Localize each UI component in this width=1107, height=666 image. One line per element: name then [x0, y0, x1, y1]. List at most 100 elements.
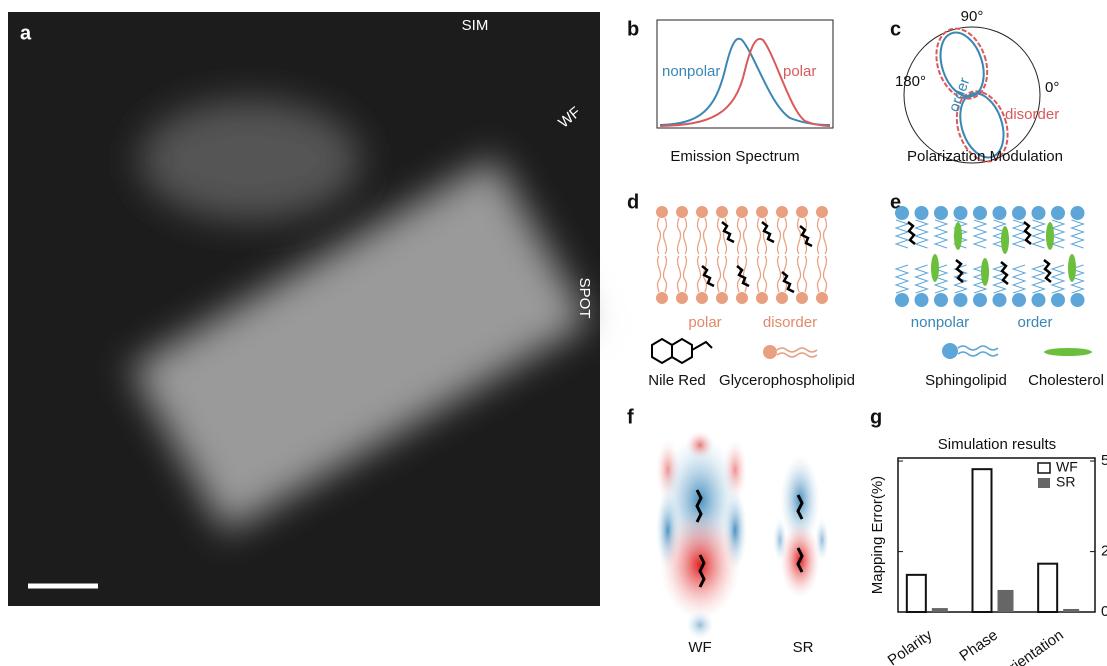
sr-psf [773, 455, 829, 598]
phase-label: disorder [763, 314, 817, 331]
bar [907, 575, 926, 612]
lipid-head [756, 292, 768, 304]
lipid-tail [916, 220, 928, 248]
legend-text: Glycerophospholipid [719, 372, 855, 389]
lipid-tail [974, 220, 986, 248]
x-tick-label: Orientation [997, 627, 1067, 666]
phase-label: order [1017, 314, 1052, 331]
lipid-head [1071, 206, 1085, 220]
lipid-head [656, 292, 668, 304]
lipid-icon [777, 348, 817, 357]
cholesterol [931, 254, 939, 282]
lipid-tail [1013, 220, 1025, 248]
lipid-head [1051, 293, 1065, 307]
bar [1063, 609, 1079, 612]
panel-label: f [627, 406, 634, 428]
lipid-head [1012, 293, 1026, 307]
angle-label: 90° [961, 8, 984, 25]
lipid-head [796, 292, 808, 304]
panel-label: a [20, 22, 32, 44]
lipid-head [954, 293, 968, 307]
lipid-tail [916, 265, 928, 293]
y-axis-label: Mapping Error(%) [869, 476, 886, 594]
legend-label: SR [1056, 474, 1075, 490]
dye-molecule [1044, 260, 1051, 282]
lipid-head [1071, 293, 1085, 307]
caption: Emission Spectrum [670, 148, 799, 165]
dye-molecule [908, 222, 915, 244]
legend-swatch [1038, 463, 1050, 473]
cholesterol-icon [1044, 348, 1092, 356]
lipid-head [796, 206, 808, 218]
lipid-head [716, 292, 728, 304]
psf-label: SR [793, 639, 814, 656]
polar-curve [660, 39, 830, 126]
lipid-head [696, 206, 708, 218]
lipid-head [934, 206, 948, 220]
lipid-head [676, 206, 688, 218]
lipid-tail [698, 218, 707, 254]
lipid-head [676, 292, 688, 304]
lipid-head [656, 206, 668, 218]
x-tick-label: Phase [956, 627, 1001, 665]
bar [973, 469, 992, 612]
lipid-tail [935, 220, 947, 248]
lipid-tail [678, 218, 687, 254]
sphingolipid-icon [958, 346, 998, 356]
lipid-tail [678, 256, 687, 292]
phase-label: nonpolar [911, 314, 969, 331]
lipid-tail [896, 220, 908, 248]
lipid-head [736, 206, 748, 218]
y-tick-label: 0 [1101, 603, 1107, 620]
bar-chart: 02050PolarityPhaseOrientationWFSR [885, 452, 1107, 666]
lipid-tail [758, 256, 767, 292]
lipid-head [915, 293, 929, 307]
phase-label: polar [688, 314, 721, 331]
dye-molecule [702, 266, 714, 286]
lipid-head [895, 206, 909, 220]
lipid-head [1051, 206, 1065, 220]
bar [1038, 564, 1057, 612]
lipid-head [776, 292, 788, 304]
bar [932, 608, 948, 612]
disordered-membrane [656, 206, 828, 304]
legend-text: Sphingolipid [925, 372, 1007, 389]
lipid-tail [658, 218, 667, 254]
legend-label: WF [1056, 459, 1078, 475]
lipid-head [1012, 206, 1026, 220]
angle-label: 180° [895, 73, 926, 90]
dye-molecule [737, 266, 749, 286]
dye-molecule [782, 272, 794, 292]
legend-text: Cholesterol [1028, 372, 1104, 389]
y-tick-label: 50 [1101, 452, 1107, 469]
nonpolar-curve [660, 39, 830, 125]
lipid-tail [1033, 265, 1045, 293]
cholesterol [954, 222, 962, 250]
lipid-tail [718, 256, 727, 292]
dye-molecule [1024, 222, 1031, 244]
chart-title: Simulation results [938, 436, 1056, 453]
lipid-tail [1072, 220, 1084, 248]
sphingolipid-icon [942, 343, 958, 359]
image-label: SIM [462, 17, 489, 34]
panel-label: c [890, 18, 901, 40]
lipid-tail [1052, 265, 1064, 293]
cell-region [140, 100, 360, 220]
lipid-tail [1013, 265, 1025, 293]
lipid-tail [818, 218, 827, 254]
cholesterol [1068, 254, 1076, 282]
cholesterol [981, 258, 989, 286]
panel-label: d [627, 191, 639, 213]
ordered-membrane [895, 206, 1085, 307]
lipid-tail [818, 256, 827, 292]
lipid-head [895, 293, 909, 307]
lipid-head [993, 293, 1007, 307]
lipid-tail [738, 218, 747, 254]
lipid-head [1032, 293, 1046, 307]
lipid-tail [798, 256, 807, 292]
lipid-tail [778, 218, 787, 254]
image-label: SPOT [576, 278, 593, 319]
caption: Polarization Modulation [907, 148, 1063, 165]
lipid-icon [763, 345, 777, 359]
lipid-head [1032, 206, 1046, 220]
